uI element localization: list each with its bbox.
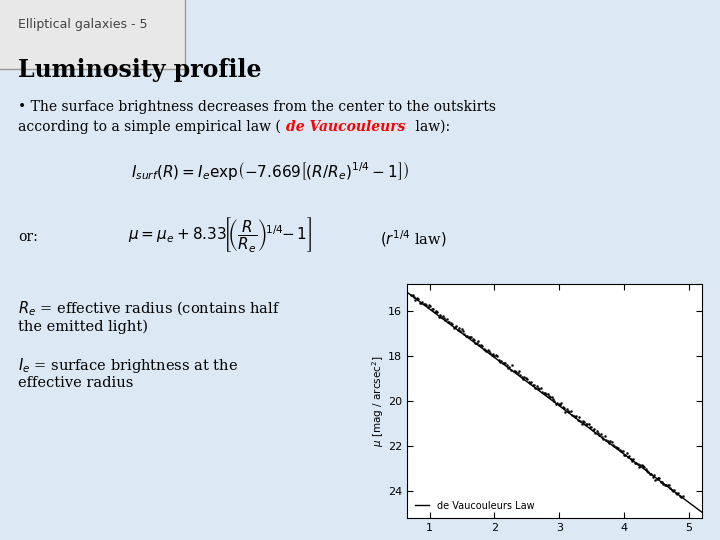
de Vaucouleurs Law [403, 289, 412, 296]
Text: according to a simple empirical law (: according to a simple empirical law ( [18, 120, 281, 134]
Legend: de Vaucouleurs Law: de Vaucouleurs Law [412, 498, 538, 514]
Text: de Vaucouleurs: de Vaucouleurs [286, 120, 405, 134]
Text: $I_{surf}(R) = I_e \exp\!\left(-7.669\left[(R/R_e)^{1/4}-1\right]\right)$: $I_{surf}(R) = I_e \exp\!\left(-7.669\le… [131, 160, 409, 182]
de Vaucouleurs Law [583, 423, 592, 430]
Line: de Vaucouleurs Law: de Vaucouleurs Law [407, 292, 702, 512]
Text: Luminosity profile: Luminosity profile [18, 58, 261, 82]
de Vaucouleurs Law [652, 475, 660, 481]
Text: the emitted light): the emitted light) [18, 320, 148, 334]
Text: • The surface brightness decreases from the center to the outskirts: • The surface brightness decreases from … [18, 100, 496, 114]
Text: Elliptical galaxies - 5: Elliptical galaxies - 5 [18, 18, 148, 31]
de Vaucouleurs Law [402, 289, 411, 295]
Text: $(r^{1/4}$ law$)$: $(r^{1/4}$ law$)$ [380, 228, 446, 249]
Text: or:: or: [18, 230, 37, 244]
Y-axis label: $\mu\ [\mathrm{mag\ /\ arcsec}^2]$: $\mu\ [\mathrm{mag\ /\ arcsec}^2]$ [371, 355, 387, 447]
de Vaucouleurs Law [577, 419, 586, 426]
de Vaucouleurs Law [578, 420, 587, 427]
de Vaucouleurs Law [698, 509, 706, 516]
Text: effective radius: effective radius [18, 376, 133, 390]
de Vaucouleurs Law [670, 488, 679, 495]
Text: $\mu = \mu_e + 8.33\!\left[\!\left(\dfrac{R}{R_e}\right)^{\!1/4}\!\!-1\right]$: $\mu = \mu_e + 8.33\!\left[\!\left(\dfra… [128, 215, 312, 254]
Text: $I_e$ = surface brightness at the: $I_e$ = surface brightness at the [18, 356, 238, 375]
Text: law):: law): [411, 120, 450, 134]
Text: $R_e$ = effective radius (contains half: $R_e$ = effective radius (contains half [18, 300, 280, 319]
X-axis label: $r^{1/4}\ [\mathrm{arcsec}]$: $r^{1/4}\ [\mathrm{arcsec}]$ [521, 539, 588, 540]
